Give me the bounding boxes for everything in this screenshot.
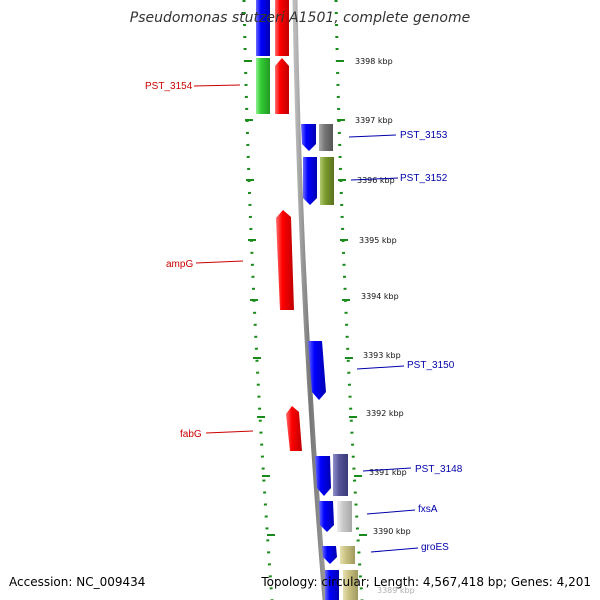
kbp-label-3393: 3393 kbp — [363, 351, 401, 360]
gene-groES-khaki — [340, 546, 355, 564]
right-gene-labels: PST_3153 PST_3152 PST_3150 PST_3148 fxsA… — [348, 130, 463, 553]
leader-pst3153 — [348, 134, 397, 138]
leader-pst3154 — [193, 84, 241, 87]
gene-ampG — [276, 210, 294, 310]
leader-pst3150 — [356, 365, 405, 370]
genome-title: Pseudomonas stutzeri A1501, complete gen… — [129, 10, 471, 26]
accession-text: Accession: NC_009434 — [9, 575, 146, 589]
kbp-label-3394: 3394 kbp — [361, 292, 399, 301]
major-ticks — [244, 60, 367, 536]
left-inner-track — [275, 0, 302, 451]
kbp-label-3395: 3395 kbp — [359, 236, 397, 245]
gene-red-top — [275, 0, 289, 56]
leader-fxsA — [366, 509, 416, 515]
kbp-labels: 3398 kbp 3397 kbp 3396 kbp 3395 kbp 3394… — [355, 57, 415, 595]
label-pst3154: PST_3154 — [145, 81, 193, 92]
gene-groES-blue — [322, 546, 337, 564]
gene-pst3152-blue — [303, 157, 317, 205]
gene-pst3154-green — [256, 58, 270, 114]
leader-groES — [370, 547, 419, 553]
gene-pst3153-gray — [319, 124, 333, 151]
kbp-label-3396: 3396 kbp — [357, 176, 395, 185]
topology-text: Topology: circular; Length: 4,567,418 bp… — [261, 575, 591, 589]
kbp-label-3398: 3398 kbp — [355, 57, 393, 66]
gene-fxsA-lightgray — [337, 501, 352, 532]
leader-pst3148 — [362, 467, 412, 472]
label-pst3150: PST_3150 — [407, 360, 455, 371]
gene-blue-top-left — [256, 0, 270, 56]
kbp-label-3391: 3391 kbp — [369, 468, 407, 477]
leader-ampG — [195, 260, 244, 264]
kbp-label-3389: 3389 kbp — [377, 586, 415, 595]
gene-fabG — [286, 406, 302, 451]
gene-red-upper — [275, 58, 289, 114]
gene-fxsA-blue — [319, 501, 334, 532]
gene-pst3148-purple — [333, 454, 348, 496]
gene-pst3152-olive — [320, 157, 334, 205]
leader-fabG — [205, 430, 254, 434]
gene-pst3148-blue — [315, 456, 331, 496]
left-outer-track — [256, 0, 270, 114]
label-pst3148: PST_3148 — [415, 464, 463, 475]
label-fabG: fabG — [180, 429, 202, 440]
gene-pst3153-blue — [301, 124, 316, 151]
label-groES: groES — [421, 542, 449, 553]
kbp-label-3392: 3392 kbp — [366, 409, 404, 418]
right-outer-track — [319, 124, 358, 600]
gene-bottom-khaki — [343, 570, 358, 600]
label-fxsA: fxsA — [418, 504, 438, 515]
label-pst3153: PST_3153 — [400, 130, 448, 141]
right-inner-track — [301, 124, 339, 600]
leader-pst3152 — [350, 177, 399, 181]
kbp-label-3390: 3390 kbp — [373, 527, 411, 536]
label-pst3152: PST_3152 — [400, 173, 448, 184]
left-gene-labels: PST_3154 ampG fabG — [145, 81, 254, 440]
gene-bottom-blue — [325, 570, 339, 600]
gene-pst3150-blue — [308, 341, 326, 400]
genome-backbone — [292, 0, 328, 600]
kbp-label-3397: 3397 kbp — [355, 116, 393, 125]
label-ampG: ampG — [166, 259, 193, 270]
